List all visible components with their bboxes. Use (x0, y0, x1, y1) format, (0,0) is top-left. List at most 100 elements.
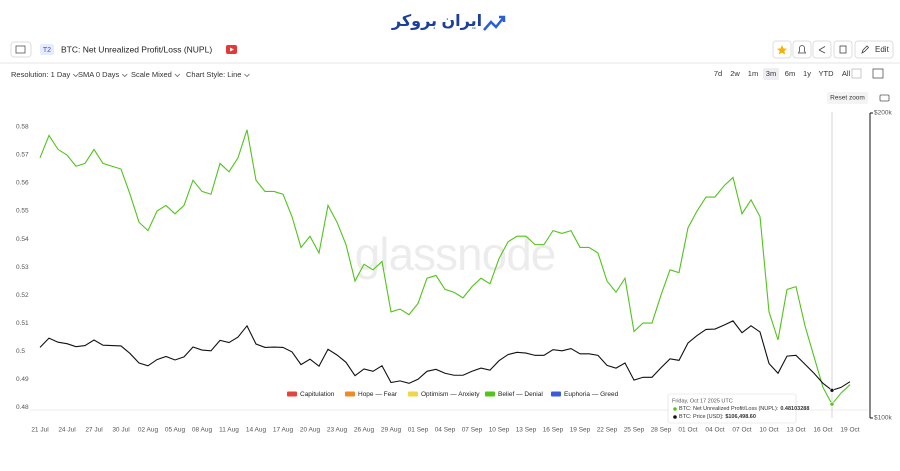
bell-icon (797, 45, 807, 54)
x-tick-label: 07 Sep (462, 427, 483, 434)
tooltip-row: BTC: Net Unrealized Profit/Loss (NUPL): 0… (679, 406, 809, 412)
copy-button[interactable] (833, 40, 853, 59)
calendar-icon[interactable] (872, 68, 884, 79)
range-active-bg (763, 68, 779, 80)
copy-icon (839, 45, 847, 54)
logo-icon (483, 15, 506, 31)
range-button[interactable]: 2w (730, 69, 740, 78)
youtube-play (230, 47, 234, 52)
reset-zoom: Reset zoom (830, 95, 865, 102)
badge: T2 (43, 47, 51, 54)
legend-swatch (485, 391, 495, 397)
tooltip-marker (673, 407, 677, 411)
page-title: BTC: Net Unrealized Profit/Loss (NUPL) (61, 44, 212, 54)
chevron (244, 73, 250, 78)
x-tick-label: 10 Oct (759, 427, 778, 434)
edit-button[interactable] (854, 40, 894, 59)
x-tick-label: 01 Sep (408, 427, 429, 434)
x-tick-label: 23 Aug (327, 427, 348, 434)
legend-label: Belief — Denial (498, 391, 543, 398)
x-tick-label: 04 Oct (705, 427, 724, 434)
chevron (72, 73, 79, 78)
star-icon (777, 45, 787, 55)
zoom-icon[interactable] (851, 68, 862, 79)
x-tick-label: 19 Sep (570, 427, 591, 434)
x-tick-label: 07 Oct (732, 427, 751, 434)
watermark: glassnode (355, 228, 556, 280)
y-tick-label: 0.55 (16, 208, 29, 215)
tooltip-value: $106,498.60 (725, 414, 756, 420)
tooltip-date: Friday, Oct 17 2025 UTC (672, 398, 733, 404)
toolbar-dropdown[interactable]: Resolution: 1 Day (11, 70, 70, 79)
x-tick-label: 29 Aug (381, 427, 402, 434)
reset-zoom-button[interactable] (827, 92, 868, 104)
range-button[interactable]: 1m (748, 69, 758, 78)
y-tick-label: 0.52 (16, 292, 29, 299)
legend-swatch (287, 391, 297, 397)
x-tick-label: 19 Oct (840, 427, 859, 434)
x-tick-label: 17 Aug (273, 427, 294, 434)
tooltip-marker (673, 415, 677, 419)
legend-swatch (551, 391, 561, 397)
edit-icon (861, 45, 870, 54)
range-button[interactable]: 3m (766, 69, 776, 78)
x-tick-label: 13 Sep (516, 427, 537, 434)
x-tick-label: 27 Jul (85, 427, 103, 434)
tooltip (667, 393, 797, 424)
x-tick-label: 30 Jul (112, 427, 130, 434)
legend-swatch (345, 391, 355, 397)
x-tick-label: 11 Aug (219, 427, 239, 434)
share-button[interactable] (812, 40, 832, 59)
y-tick-label: 0.48 (16, 404, 29, 411)
y2-tick-label: $100k (874, 415, 892, 422)
y-tick-label: 0.57 (16, 152, 29, 159)
x-tick-label: 26 Aug (354, 427, 375, 434)
x-tick-label: 04 Sep (435, 427, 456, 434)
logo: ایران بروکر (376, 6, 524, 38)
camera-icon[interactable] (879, 94, 890, 102)
sidebar-icon (15, 45, 26, 54)
toolbar-dropdown[interactable]: Scale Mixed (131, 70, 172, 79)
range-button[interactable]: 7d (714, 69, 722, 78)
edit-label: Edit (875, 45, 890, 54)
series-line (39, 320, 851, 391)
hover-dot (829, 401, 835, 407)
y-tick-label: 0.54 (16, 236, 29, 243)
legend-swatch (408, 391, 418, 397)
y-tick-label: 0.5 (16, 348, 25, 355)
x-tick-label: 08 Aug (192, 427, 213, 434)
logo-text: ایران بروکر (391, 13, 482, 30)
series-line (39, 129, 851, 406)
tooltip-row: BTC: Price [USD]: $106,498.60 (679, 414, 756, 420)
x-tick-label: 25 Sep (624, 427, 645, 434)
x-tick-label: 16 Sep (543, 427, 564, 434)
x-tick-label: 02 Aug (138, 427, 159, 434)
sidebar-toggle[interactable] (10, 41, 32, 58)
chevron (121, 73, 128, 78)
x-tick-label: 10 Sep (489, 427, 510, 434)
y-tick-label: 0.49 (16, 376, 29, 383)
y-tick-label: 0.56 (16, 180, 29, 187)
toolbar-dropdown[interactable]: Chart Style: Line (186, 70, 241, 79)
range-button[interactable]: 6m (785, 69, 795, 78)
x-tick-label: 13 Oct (786, 427, 805, 434)
y-tick-label: 0.58 (16, 124, 29, 131)
y-tick-label: 0.51 (16, 320, 29, 327)
badge-bg (40, 44, 54, 55)
range-button[interactable]: 1y (803, 69, 811, 78)
chevron (174, 73, 181, 78)
range-button[interactable]: All (842, 69, 851, 78)
x-tick-label: 24 Jul (58, 427, 76, 434)
legend-label: Hope — Fear (358, 391, 398, 398)
toolbar-dropdown[interactable]: SMA 0 Days (78, 70, 120, 79)
legend-label: Optimism — Anxiety (421, 391, 480, 398)
legend-label: Euphoria — Greed (564, 391, 619, 398)
x-tick-label: 20 Aug (300, 427, 321, 434)
tooltip-label: BTC: Net Unrealized Profit/Loss (NUPL): (679, 406, 779, 412)
range-button[interactable]: YTD (819, 69, 835, 78)
hover-dot (829, 387, 835, 393)
alert-button[interactable] (792, 40, 812, 59)
x-tick-label: 16 Oct (813, 427, 832, 434)
x-tick-label: 14 Aug (246, 427, 267, 434)
